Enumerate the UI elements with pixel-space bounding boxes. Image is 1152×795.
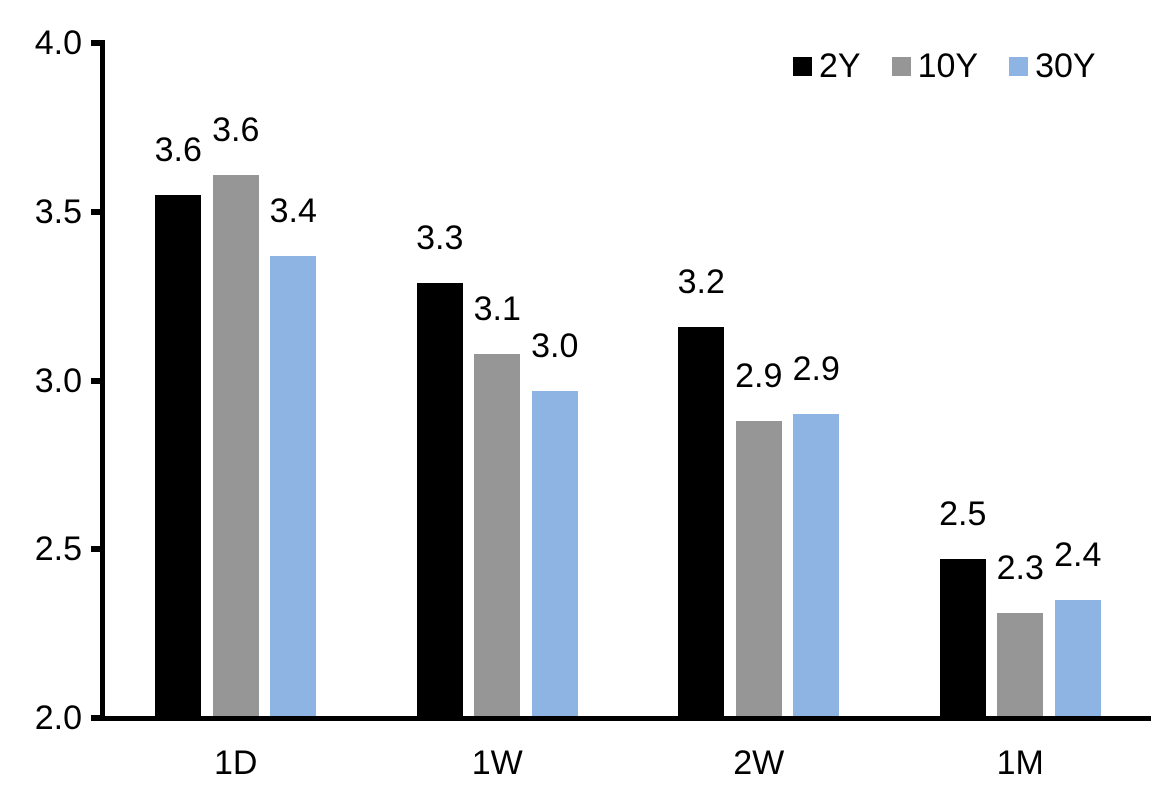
y-tick-label: 3.0: [34, 361, 82, 400]
y-tick-mark: [91, 208, 105, 215]
legend-swatch-icon-10y: [891, 56, 911, 76]
bar-value-label-2y-2w: 3.2: [677, 262, 725, 301]
bar-value-label-10y-2w: 2.9: [735, 357, 783, 395]
legend-label-10y: 10Y: [917, 47, 979, 85]
bar-10y-1w: [474, 353, 521, 716]
bar-value-label-2y-1w: 3.3: [416, 218, 464, 257]
bar-value-label-30y-1m: 2.4: [1054, 535, 1102, 574]
y-tick-mark: [91, 715, 105, 721]
bar-10y-1m: [997, 613, 1044, 716]
y-tick-label: 2.5: [34, 530, 82, 569]
bar-value-label-10y-1m: 2.3: [996, 549, 1044, 588]
bar-30y-1m: [1054, 599, 1101, 716]
legend-label-2y: 2Y: [819, 47, 861, 85]
bar-value-label-10y-1d: 3.6: [212, 110, 260, 149]
bar-value-label-2y-1d: 3.6: [154, 130, 202, 169]
legend-swatch-icon-2y: [793, 56, 812, 76]
x-category-label-2w: 2W: [733, 744, 785, 782]
legend-label-30y: 30Y: [1035, 47, 1096, 85]
bar-2y-1m: [939, 559, 986, 716]
legend-item-30y: 30Y: [1009, 49, 1096, 83]
bar-10y-1d: [212, 174, 259, 716]
legend-item-2y: 2Y: [793, 49, 861, 83]
bar-value-label-30y-1d: 3.4: [269, 191, 317, 230]
y-tick-mark: [91, 546, 105, 553]
y-tick-label: 3.5: [34, 192, 82, 231]
bar-30y-1d: [270, 255, 317, 716]
bar-30y-1w: [531, 390, 578, 716]
x-category-label-1w: 1W: [471, 744, 523, 782]
x-category-label-1d: 1D: [214, 744, 258, 782]
bar-10y-2w: [735, 421, 782, 716]
legend: 2Y 10Y 30Y: [793, 49, 1096, 83]
bar-30y-2w: [793, 414, 840, 716]
bar-2y-1w: [416, 282, 463, 716]
bar-2y-1d: [155, 194, 202, 716]
bar-value-label-30y-1w: 3.0: [531, 326, 579, 365]
y-tick-label: 4.0: [34, 24, 82, 62]
legend-item-10y: 10Y: [891, 47, 979, 85]
x-category-label-1m: 1M: [996, 744, 1044, 782]
y-tick-mark: [91, 40, 105, 46]
bar-2y-2w: [678, 326, 725, 716]
bar-value-label-2y-1m: 2.5: [939, 495, 987, 534]
y-tick-mark: [91, 377, 105, 384]
legend-swatch-icon-30y: [1009, 56, 1029, 76]
bar-value-label-30y-2w: 2.9: [792, 350, 840, 389]
bar-value-label-10y-1w: 3.1: [473, 289, 521, 328]
x-axis: [100, 716, 1151, 721]
y-tick-label: 2.0: [34, 699, 82, 737]
